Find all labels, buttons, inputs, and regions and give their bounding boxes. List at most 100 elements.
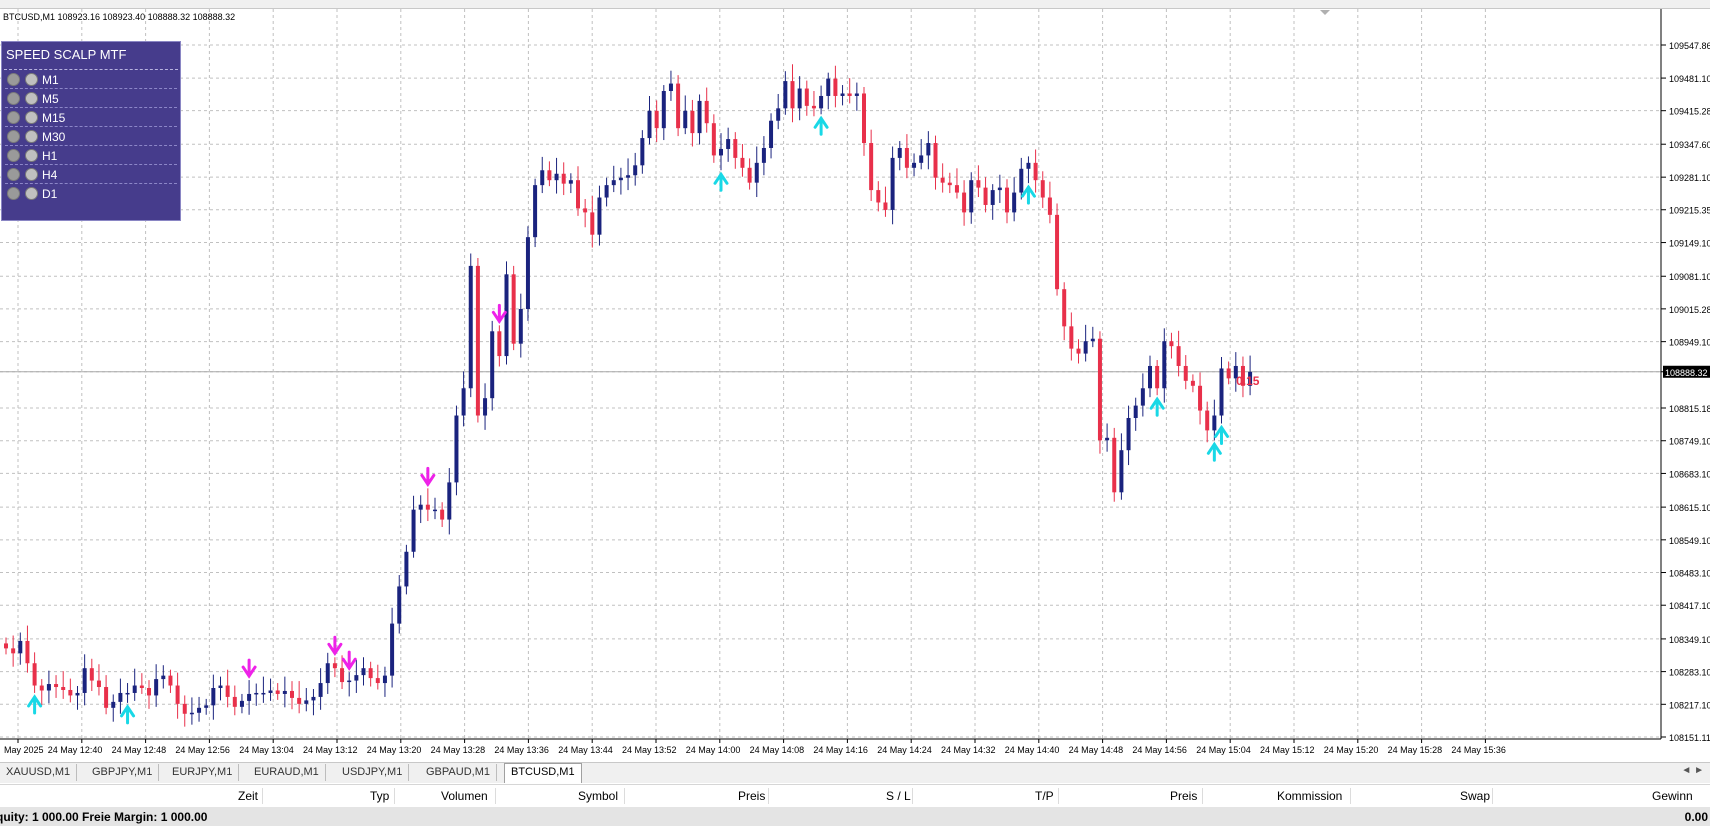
tab-gbpjpy[interactable]: GBPJPY,M1 (86, 764, 160, 781)
bear-candle (104, 687, 109, 708)
bull-candle (404, 551, 409, 587)
bear-candle (475, 265, 480, 416)
buy-signal-arrow-icon (120, 704, 136, 725)
bear-candle (440, 509, 445, 520)
y-tick-label: 108151.11 (1669, 733, 1710, 743)
buy-signal-arrow-icon (713, 171, 729, 192)
bull-candle (1083, 341, 1088, 354)
bull-candle (18, 640, 23, 654)
bull-candle (697, 100, 702, 134)
column-header-preis-2[interactable]: Preis (1170, 789, 1198, 803)
tab-eurjpy[interactable]: EURJPY,M1 (166, 764, 240, 781)
bear-candle (290, 690, 294, 698)
bull-candle (854, 93, 859, 96)
tab-gbpaud[interactable]: GBPAUD,M1 (420, 764, 497, 781)
current-price-label: 108888.32 (1665, 368, 1708, 378)
bear-candle (168, 675, 173, 686)
bull-candle (447, 482, 452, 520)
y-tick-label: 109149.10 (1669, 239, 1710, 249)
column-header-sl[interactable]: S / L (886, 789, 911, 803)
column-header-volumen[interactable]: Volumen (441, 789, 488, 803)
chart-area[interactable]: 109547.86 109481.10 109415.28 109347.60 1092… (0, 9, 1710, 765)
timeframe-row-h1: H1 (5, 147, 177, 165)
bull-candle (261, 692, 266, 695)
y-tick-label: 109347.60 (1669, 140, 1710, 150)
column-header-symbol[interactable]: Symbol (578, 789, 619, 803)
bear-candle (1112, 437, 1117, 493)
column-header-tp[interactable]: T/P (1035, 789, 1054, 803)
sell-signal-arrow-icon (341, 650, 357, 671)
bear-candle (1005, 187, 1009, 213)
bull-candle (726, 139, 731, 149)
bear-candle (1033, 162, 1038, 181)
bear-candle (1097, 338, 1102, 441)
current-price-badge (1663, 365, 1710, 378)
y-tick-label: 108949.10 (1669, 338, 1710, 348)
tab-btcusd[interactable]: BTCUSD,M1 (504, 763, 582, 783)
bull-candle (990, 190, 995, 205)
row-divider (5, 126, 177, 127)
price-chart[interactable]: 109547.86 109481.10 109415.28 109347.60 1092… (0, 9, 1710, 765)
bull-candle (382, 675, 387, 684)
column-divider (1492, 788, 1493, 804)
x-tick-label: 24 May 14:08 (750, 745, 805, 755)
bear-candle (511, 274, 516, 344)
y-tick-label: 108615.10 (1669, 503, 1710, 513)
y-tick-label: 109081.10 (1669, 272, 1710, 282)
tab-usdjpy[interactable]: USDJPY,M1 (336, 764, 410, 781)
bull-candle (411, 509, 416, 552)
x-tick-label: 24 May 13:44 (558, 745, 613, 755)
tab-euraud[interactable]: EURAUD,M1 (248, 764, 326, 781)
bull-candle (325, 663, 330, 684)
y-tick-label: 108683.10 (1669, 469, 1710, 479)
bear-candle (1176, 346, 1181, 366)
x-tick-label: 24 May 14:00 (686, 745, 741, 755)
x-tick-label: 24 May 14:48 (1069, 745, 1124, 755)
bull-candle (840, 93, 845, 96)
bear-candle (654, 110, 659, 129)
equity-margin-text: quity: 1 000.00 Freie Margin: 1 000.00 (0, 810, 208, 824)
chart-shift-marker-icon (1320, 10, 1330, 15)
column-divider (768, 788, 769, 804)
timeframe-label: M5 (42, 92, 59, 106)
bull-candle (46, 684, 51, 691)
bull-candle (554, 173, 559, 181)
column-header-swap[interactable]: Swap (1460, 789, 1491, 803)
tab-xauusd[interactable]: XAUUSD,M1 (0, 764, 78, 781)
bear-candle (733, 139, 738, 158)
status-dot-icon (7, 168, 20, 181)
bear-candle (89, 668, 94, 681)
bull-candle (640, 138, 645, 166)
x-tick-label: 24 May 15:12 (1260, 745, 1315, 755)
bear-candle (54, 684, 59, 688)
timeframe-row-m30: M30 (5, 128, 177, 146)
buy-signal-arrow-icon (1149, 396, 1165, 417)
column-header-gewinn[interactable]: Gewinn (1652, 789, 1693, 803)
column-header-typ[interactable]: Typ (370, 789, 390, 803)
timeframe-label: H1 (42, 149, 58, 163)
tab-scroll-arrows-icon[interactable]: ◄ ► (1681, 765, 1704, 776)
x-tick-label: 24 May 14:24 (877, 745, 932, 755)
x-tick-label: May 2025 (4, 745, 44, 755)
buy-signal-arrow-icon (1214, 424, 1229, 445)
column-header-zeit[interactable]: Zeit (238, 789, 259, 803)
bear-candle (1205, 410, 1210, 431)
timeframe-label: M30 (42, 130, 66, 144)
column-header-kommission[interactable]: Kommission (1277, 789, 1343, 803)
bull-candle (647, 110, 652, 139)
bull-candle (754, 162, 759, 183)
bull-candle (776, 108, 781, 121)
bear-candle (547, 170, 552, 181)
status-dot-icon (25, 168, 38, 181)
y-tick-label: 109547.86 (1669, 41, 1710, 51)
bull-candle (354, 675, 359, 681)
bear-candle (1055, 214, 1060, 290)
y-tick-label: 108217.10 (1669, 700, 1710, 710)
speed-scalp-mtf-panel: SPEED SCALP MTF M1 M5 M15 M30 H1 H4 (1, 41, 181, 221)
bull-candle (197, 707, 202, 713)
bear-candle (740, 157, 745, 168)
bear-candle (954, 185, 959, 193)
y-tick-label: 108749.10 (1669, 437, 1710, 447)
bull-candle (82, 668, 87, 693)
column-header-preis[interactable]: Preis (738, 789, 766, 803)
